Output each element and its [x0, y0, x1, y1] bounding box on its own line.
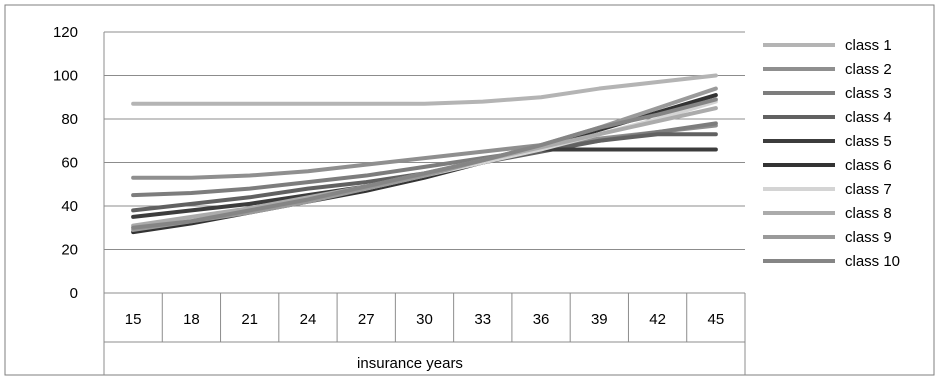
x-tick-label: 39	[591, 311, 608, 328]
x-tick-label: 36	[533, 311, 550, 328]
legend-label: class 8	[845, 205, 892, 222]
legend-label: class 3	[845, 85, 892, 102]
x-tick-label: 18	[183, 311, 200, 328]
x-tick-label: 42	[649, 311, 666, 328]
x-tick-label: 27	[358, 311, 375, 328]
legend-label: class 9	[845, 229, 892, 246]
x-tick-label: 24	[300, 311, 317, 328]
x-axis-ticks: 15 18 21 24 27 30 33 36 39 42 45	[125, 311, 724, 328]
legend-label: class 10	[845, 253, 900, 270]
y-tick-label: 80	[61, 111, 78, 128]
y-tick-label: 100	[53, 68, 78, 85]
legend-label: class 4	[845, 109, 892, 126]
y-tick-label: 20	[61, 242, 78, 259]
legend-label: class 1	[845, 37, 892, 54]
x-tick-label: 15	[125, 311, 142, 328]
series-lines	[131, 73, 718, 235]
x-tick-label: 33	[474, 311, 491, 328]
x-tick-label: 45	[708, 311, 725, 328]
x-tick-label: 21	[241, 311, 258, 328]
y-tick-label: 120	[53, 24, 78, 41]
x-tick-label: 30	[416, 311, 433, 328]
legend-label: class 7	[845, 181, 892, 198]
series-line-1	[131, 73, 718, 106]
legend-label: class 2	[845, 61, 892, 78]
y-tick-label: 40	[61, 198, 78, 215]
series-line-10	[131, 97, 718, 230]
legend-label: class 5	[845, 133, 892, 150]
y-axis-ticks: 0 20 40 60 80 100 120	[53, 24, 78, 302]
gridlines	[103, 31, 745, 294]
y-tick-label: 60	[61, 155, 78, 172]
x-axis-label: insurance years	[357, 355, 463, 372]
legend: class 1 class 2 class 3 class 4 class 5 class…	[763, 37, 900, 270]
y-tick-label: 0	[70, 285, 78, 302]
legend-label: class 6	[845, 157, 892, 174]
x-axis-table-grid	[103, 293, 746, 375]
